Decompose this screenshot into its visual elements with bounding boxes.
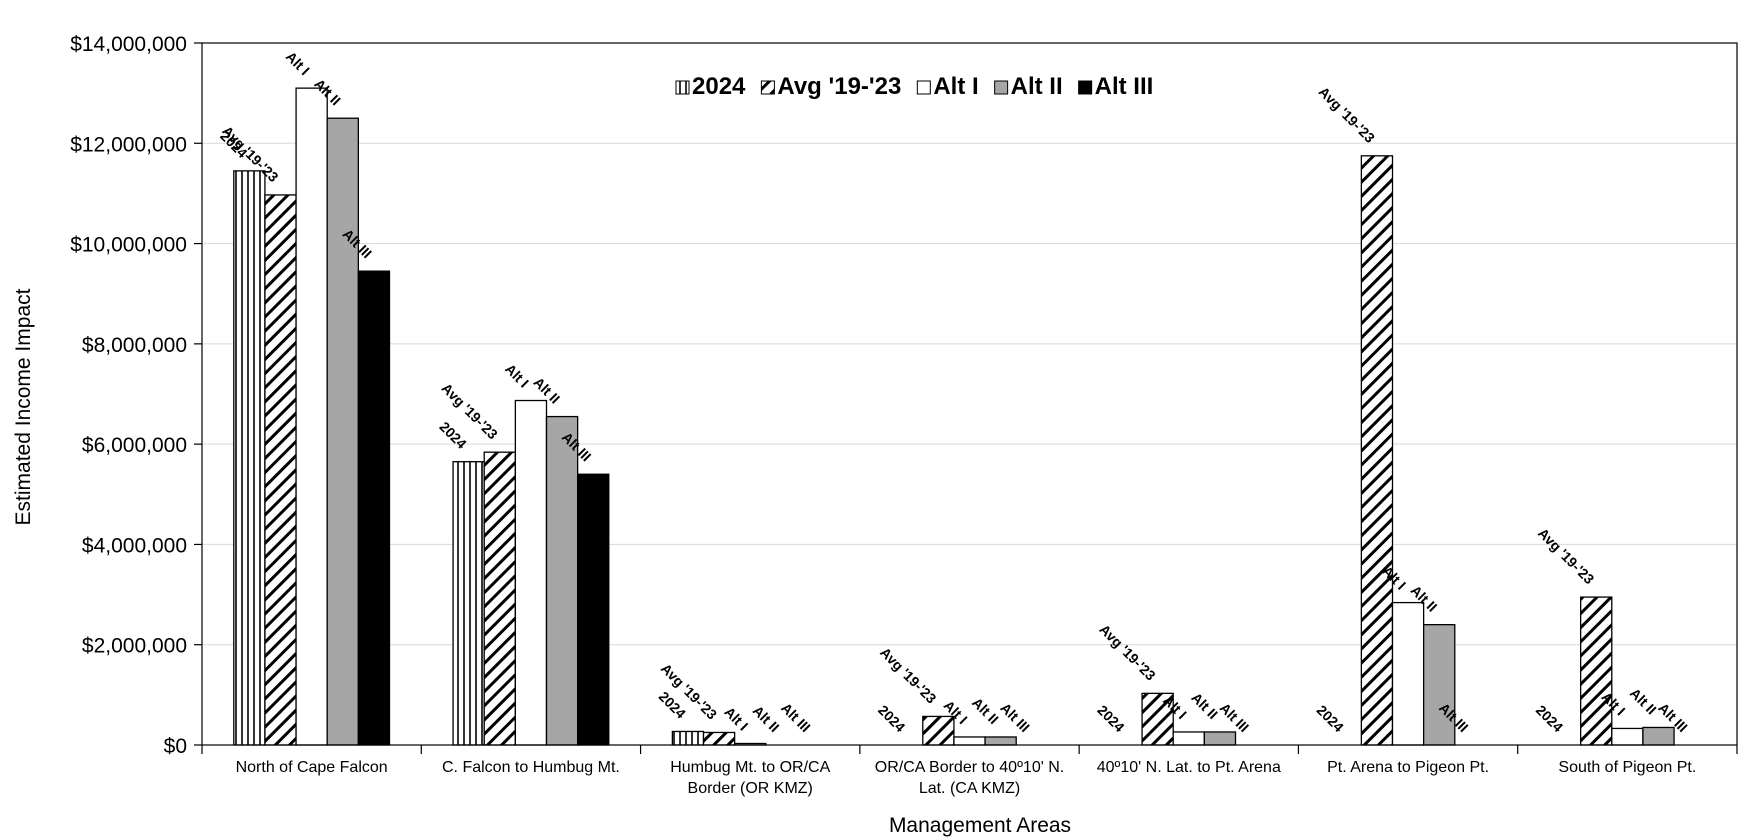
- y-tick-labels: $0 $2,000,000 $4,000,000 $6,000,000 $8,000,0…: [70, 33, 187, 758]
- bar: [671, 730, 705, 746]
- legend-label: 2024: [692, 73, 746, 100]
- bar-label: Alt II: [1188, 689, 1221, 722]
- bar-label: Alt III: [1217, 700, 1253, 736]
- y-tick-label: $2,000,000: [82, 635, 187, 658]
- legend: 2024 Avg '19-'23 Alt I Alt II Alt III: [675, 73, 1154, 100]
- bar-label: Alt I: [283, 48, 313, 78]
- bar-label: Alt III: [778, 700, 814, 736]
- category-label: North of Cape Falcon: [236, 759, 388, 776]
- plot-frame: [201, 42, 1738, 746]
- bar-label: Avg '19-'23: [1535, 525, 1598, 588]
- category-label: South of Pigeon Pt.: [1558, 759, 1696, 776]
- bar: [1203, 731, 1237, 746]
- axes: [194, 42, 1738, 754]
- bar-label: Alt III: [997, 700, 1033, 736]
- bars: [233, 87, 1675, 746]
- category-label: C. Falcon to Humbug Mt.: [442, 759, 620, 776]
- category-label: Lat. (CA KMZ): [919, 780, 1020, 797]
- category-label: OR/CA Border to 40º10' N.: [875, 759, 1064, 776]
- y-tick-label: $8,000,000: [82, 334, 187, 357]
- bar-label: Avg '19-'23: [1096, 621, 1159, 684]
- legend-swatch: [760, 80, 775, 95]
- bar: [483, 451, 517, 746]
- x-axis-title: Management Areas: [889, 814, 1071, 837]
- bar-label: 2024: [1314, 702, 1347, 735]
- bar: [545, 415, 579, 746]
- bar: [1360, 155, 1394, 746]
- bar-label: 2024: [875, 702, 908, 735]
- bar-label: Avg '19-'23: [877, 644, 940, 707]
- bar: [576, 473, 610, 746]
- y-tick-label: $6,000,000: [82, 434, 187, 457]
- bar-label: Alt I: [502, 361, 532, 391]
- bar: [326, 117, 360, 746]
- bar: [922, 715, 955, 746]
- legend-swatch: [675, 80, 690, 95]
- bar: [702, 731, 736, 746]
- bar: [1422, 624, 1456, 746]
- y-tick-label: $14,000,000: [70, 33, 187, 56]
- bar-label: Alt I: [721, 704, 751, 734]
- legend-swatch: [916, 80, 931, 95]
- bar: [984, 736, 1017, 746]
- bar: [1579, 596, 1613, 746]
- category-label: Border (OR KMZ): [688, 780, 813, 797]
- bar: [1611, 727, 1644, 746]
- legend-swatch: [1078, 80, 1093, 95]
- legend-label: Alt III: [1095, 73, 1154, 100]
- bar: [953, 736, 986, 746]
- bar-label: Alt II: [750, 702, 783, 735]
- y-tick-label: $10,000,000: [70, 234, 187, 257]
- bar: [452, 461, 485, 746]
- legend-swatch: [994, 80, 1009, 95]
- y-tick-label: $0: [164, 735, 187, 758]
- y-tick-label: $12,000,000: [70, 133, 187, 156]
- bar: [264, 194, 297, 746]
- category-labels: North of Cape Falcon C. Falcon to Humbug …: [236, 759, 1697, 797]
- bar-label: 2024: [436, 418, 469, 451]
- bar-label: Alt II: [969, 694, 1002, 727]
- bar: [514, 399, 548, 746]
- legend-label: Alt I: [933, 73, 978, 100]
- bar: [295, 87, 328, 746]
- y-tick-label: $4,000,000: [82, 534, 187, 557]
- legend-label: Avg '19-'23: [777, 73, 901, 100]
- bar: [1172, 731, 1206, 746]
- category-label: Humbug Mt. to OR/CA: [670, 759, 830, 776]
- bar: [233, 170, 266, 746]
- bar: [1391, 601, 1425, 746]
- bar-label: Alt II: [1627, 685, 1660, 718]
- bar-label: 2024: [1533, 702, 1566, 735]
- bar: [1642, 726, 1675, 746]
- category-label: Pt. Arena to Pigeon Pt.: [1327, 759, 1489, 776]
- gridlines: [202, 42, 1737, 646]
- legend-label: Alt II: [1011, 73, 1063, 100]
- category-label: 40º10' N. Lat. to Pt. Arena: [1097, 759, 1281, 776]
- bar: [357, 270, 391, 746]
- y-axis-title: Estimated Income Impact: [12, 288, 35, 525]
- bar-label: Avg '19-'23: [1316, 84, 1379, 147]
- bar-label: 2024: [1094, 702, 1127, 735]
